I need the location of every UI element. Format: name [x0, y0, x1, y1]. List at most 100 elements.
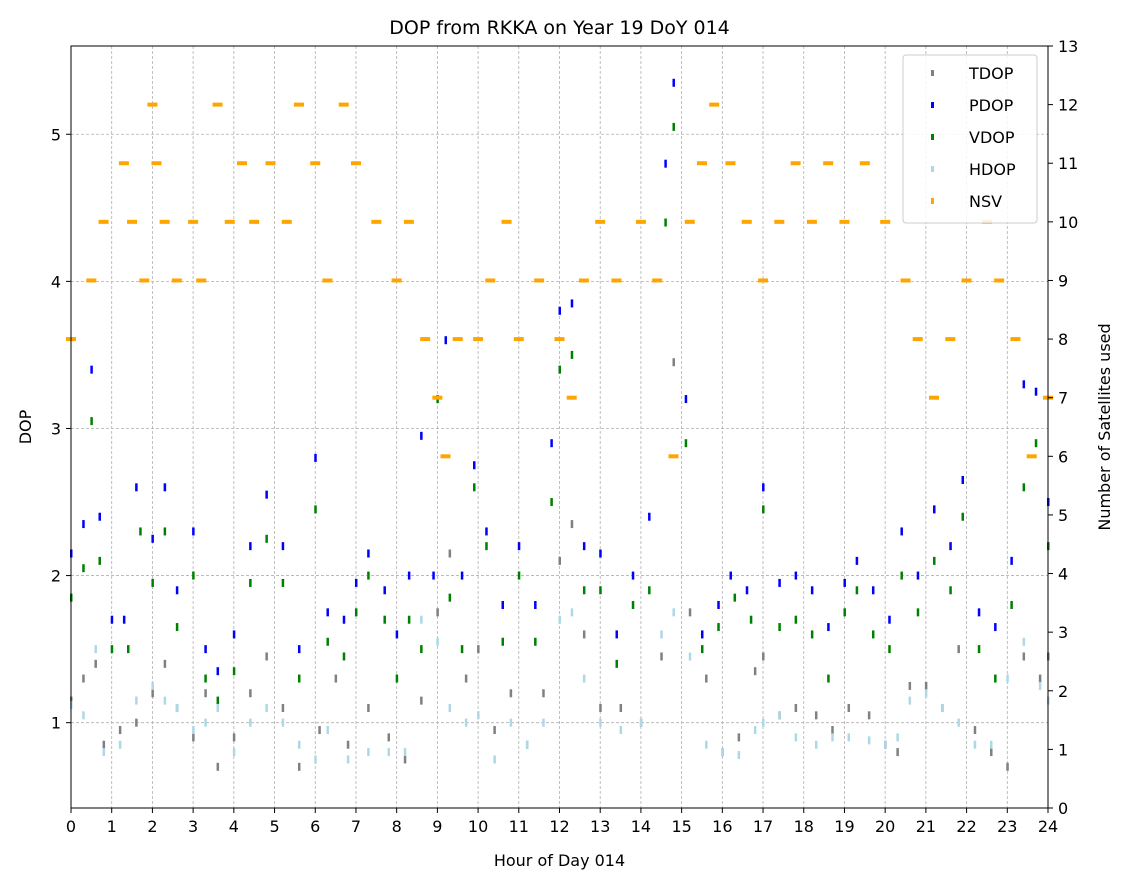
- data-point-vdop: [916, 608, 920, 617]
- data-point-tdop: [908, 681, 912, 690]
- data-point-tdop: [403, 755, 407, 764]
- data-point-hdop: [778, 711, 781, 720]
- data-point-pdop: [648, 512, 651, 521]
- data-point-vdop: [98, 556, 101, 565]
- data-point-hdop: [204, 718, 207, 727]
- data-point-pdop: [582, 542, 586, 551]
- data-point-pdop: [297, 645, 301, 654]
- data-point-tdop: [334, 674, 338, 683]
- data-point-pdop: [192, 527, 195, 536]
- data-point-nsv: [806, 219, 817, 224]
- data-point-pdop: [517, 542, 521, 551]
- data-point-hdop: [232, 748, 236, 757]
- data-point-tdop: [265, 652, 268, 661]
- data-point-pdop: [122, 615, 126, 624]
- legend-entry-tdop: TDOP: [968, 64, 1014, 83]
- data-point-vdop: [994, 674, 997, 683]
- x-tick-label: 1: [107, 817, 117, 836]
- data-point-nsv: [823, 161, 834, 166]
- data-point-pdop: [843, 578, 846, 587]
- data-point-nsv: [758, 278, 769, 283]
- data-point-hdop: [525, 740, 529, 749]
- data-point-tdop: [570, 520, 574, 529]
- data-point-tdop: [990, 748, 993, 757]
- data-point-nsv: [880, 219, 891, 224]
- data-point-nsv: [1010, 337, 1021, 342]
- data-point-vdop: [367, 571, 370, 580]
- data-point-pdop: [383, 586, 386, 595]
- data-point-tdop: [737, 733, 741, 742]
- x-axis-label: Hour of Day 014: [494, 851, 625, 870]
- data-point-hdop: [151, 681, 154, 690]
- data-point-nsv: [684, 219, 695, 224]
- data-point-pdop: [163, 483, 167, 492]
- legend-swatch-hdop: [931, 166, 934, 172]
- data-point-tdop: [82, 674, 85, 683]
- data-point-tdop: [464, 674, 468, 683]
- y2-tick-label: 8: [1058, 330, 1068, 349]
- data-point-nsv: [839, 219, 850, 224]
- data-point-vdop: [501, 637, 505, 646]
- data-point-vdop: [615, 659, 618, 668]
- data-point-hdop: [660, 630, 663, 639]
- data-point-nsv: [912, 337, 923, 342]
- data-point-vdop: [281, 578, 285, 587]
- data-point-pdop: [432, 571, 435, 580]
- data-point-vdop: [762, 505, 765, 514]
- data-point-hdop: [570, 608, 574, 617]
- data-point-pdop: [888, 615, 891, 624]
- data-point-nsv: [322, 278, 333, 283]
- y2-axis-label: Number of Satellites used: [1095, 323, 1114, 530]
- data-point-vdop: [871, 630, 875, 639]
- data-point-nsv: [945, 337, 956, 342]
- x-tick-label: 18: [794, 817, 814, 836]
- data-point-nsv: [452, 337, 463, 342]
- x-tick-label: 13: [590, 817, 610, 836]
- data-point-tdop: [582, 630, 586, 639]
- data-point-tdop: [762, 652, 765, 661]
- data-point-pdop: [700, 630, 704, 639]
- data-point-pdop: [933, 505, 936, 514]
- data-point-pdop: [501, 600, 505, 609]
- data-point-vdop: [843, 608, 846, 617]
- data-point-pdop: [558, 306, 561, 315]
- data-point-tdop: [135, 718, 138, 727]
- x-tick-label: 5: [269, 817, 279, 836]
- data-point-nsv: [501, 219, 512, 224]
- data-point-hdop: [464, 718, 468, 727]
- data-point-pdop: [135, 483, 138, 492]
- data-point-hdop: [599, 718, 602, 727]
- y-tick-label: 5: [51, 125, 61, 144]
- data-point-vdop: [354, 608, 358, 617]
- data-point-vdop: [749, 615, 753, 624]
- data-point-tdop: [794, 703, 798, 712]
- data-point-pdop: [916, 571, 920, 580]
- data-point-hdop: [847, 733, 851, 742]
- y-axis-label: DOP: [16, 409, 35, 444]
- data-point-vdop: [395, 674, 399, 683]
- data-point-hdop: [908, 696, 912, 705]
- data-point-vdop: [664, 218, 667, 227]
- data-point-vdop: [90, 417, 93, 426]
- y-tick-label: 4: [51, 272, 61, 291]
- data-point-vdop: [151, 578, 154, 587]
- data-point-nsv: [635, 219, 646, 224]
- data-point-vdop: [82, 564, 85, 573]
- data-point-pdop: [570, 299, 574, 308]
- data-point-nsv: [513, 337, 524, 342]
- data-point-hdop: [558, 615, 561, 624]
- data-point-vdop: [265, 534, 268, 543]
- data-point-vdop: [949, 586, 952, 595]
- data-point-hdop: [509, 718, 513, 727]
- data-point-hdop: [493, 755, 496, 764]
- data-point-vdop: [1034, 439, 1038, 448]
- data-point-nsv: [350, 161, 361, 166]
- data-point-pdop: [110, 615, 114, 624]
- data-point-vdop: [778, 623, 781, 632]
- data-point-hdop: [102, 748, 106, 757]
- data-point-hdop: [672, 608, 675, 617]
- legend: TDOP PDOP VDOP HDOP NSV: [902, 54, 1038, 224]
- x-tick-label: 24: [1038, 817, 1058, 836]
- data-point-hdop: [762, 718, 765, 727]
- data-point-pdop: [1034, 387, 1038, 396]
